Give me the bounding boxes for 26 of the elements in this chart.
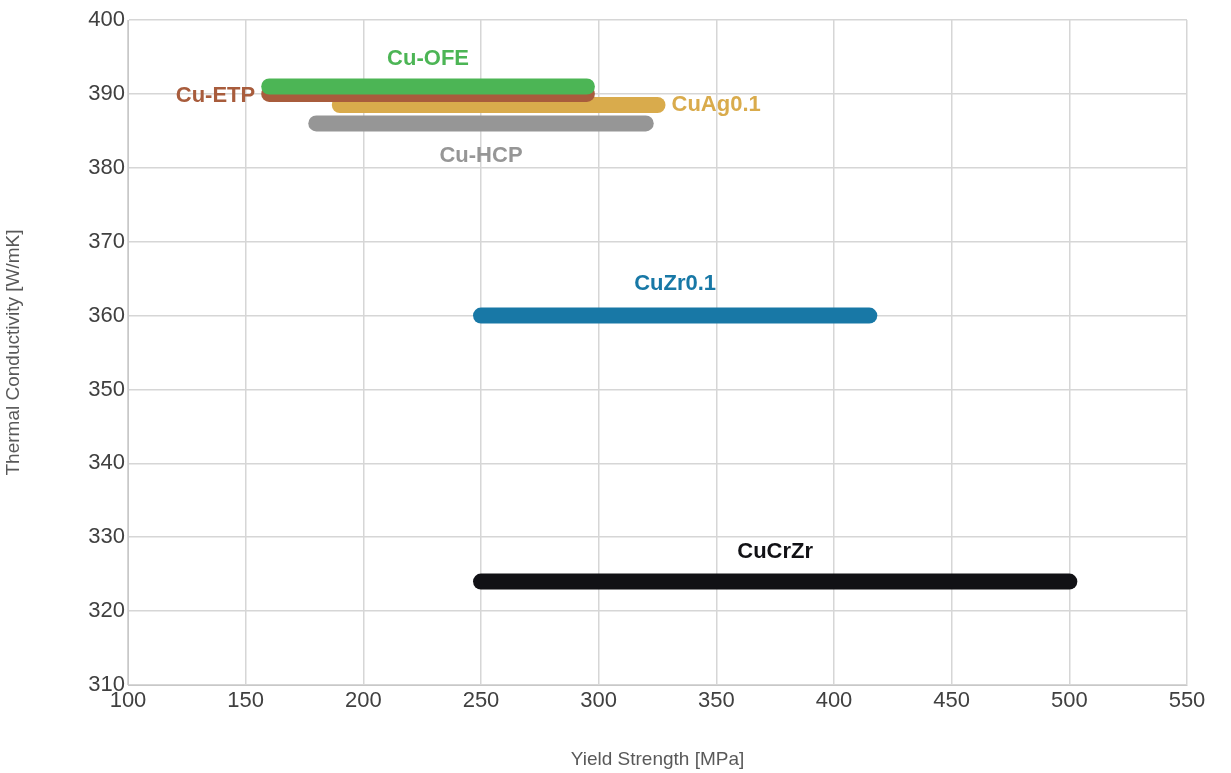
y-tick-label: 350: [88, 375, 125, 401]
series-label: CuAg0.1: [671, 91, 761, 117]
x-tick-label: 300: [580, 687, 618, 713]
y-tick-label: 320: [88, 597, 125, 623]
y-tick-label: 330: [88, 523, 125, 549]
y-axis-title: Thermal Conductivity [W/mK]: [1, 229, 23, 476]
y-tick-label: 380: [88, 153, 125, 179]
x-tick-label: 150: [227, 687, 265, 713]
y-tick-label: 370: [88, 227, 125, 253]
series-label: CuCrZr: [737, 537, 814, 563]
series-label: CuZr0.1: [634, 269, 717, 295]
x-tick-label: 350: [697, 687, 735, 713]
series-label: Cu-OFE: [387, 44, 469, 70]
y-tick-label: 390: [88, 79, 125, 105]
x-tick-label: 200: [344, 687, 382, 713]
x-tick-label: 400: [815, 687, 853, 713]
y-tick-label: 360: [88, 301, 125, 327]
x-axis-title: Yield Strength [MPa]: [570, 747, 745, 769]
x-tick-label: 250: [462, 687, 500, 713]
y-tick-label: 400: [88, 6, 125, 32]
x-tick-label: 450: [933, 687, 971, 713]
y-tick-label: 340: [88, 449, 125, 475]
x-tick-label: 550: [1168, 687, 1206, 713]
series-label: Cu-HCP: [439, 141, 523, 167]
series-label: Cu-ETP: [175, 81, 256, 107]
x-tick-label: 500: [1050, 687, 1088, 713]
